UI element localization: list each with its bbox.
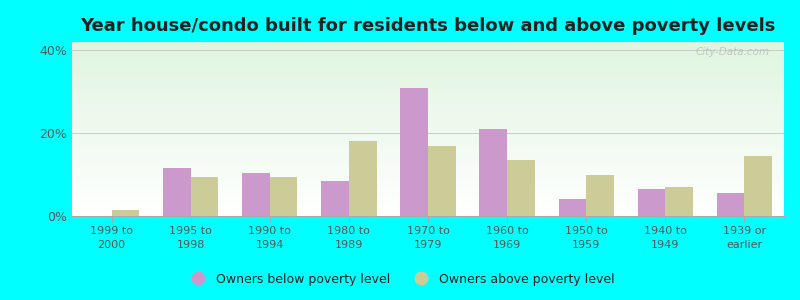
Bar <box>558 200 586 216</box>
Bar <box>321 181 349 216</box>
Bar <box>349 141 377 216</box>
Bar <box>586 175 614 216</box>
Bar <box>428 146 456 216</box>
Bar <box>111 210 139 216</box>
Bar <box>242 172 270 216</box>
Text: City-Data.com: City-Data.com <box>696 47 770 57</box>
Bar <box>479 129 507 216</box>
Bar <box>270 177 298 216</box>
Bar <box>745 156 772 216</box>
Title: Year house/condo built for residents below and above poverty levels: Year house/condo built for residents bel… <box>80 17 776 35</box>
Bar <box>400 88 428 216</box>
Bar <box>190 177 218 216</box>
Bar <box>163 168 190 216</box>
Legend: Owners below poverty level, Owners above poverty level: Owners below poverty level, Owners above… <box>181 268 619 291</box>
Bar <box>666 187 693 216</box>
Bar <box>638 189 666 216</box>
Bar <box>507 160 534 216</box>
Bar <box>717 193 745 216</box>
